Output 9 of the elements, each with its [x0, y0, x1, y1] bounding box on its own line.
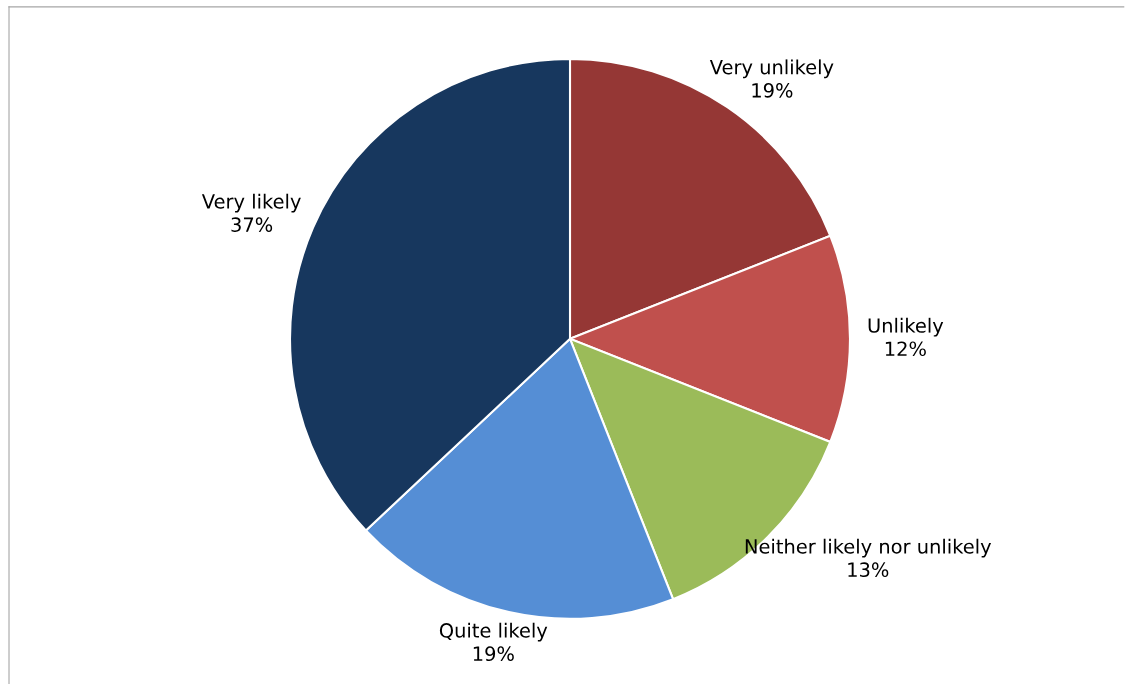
data-label: 19% — [473, 646, 514, 662]
slice-label: Very unlikely — [709, 59, 834, 79]
data-label: 13% — [848, 562, 889, 578]
data-label: 19% — [752, 82, 793, 98]
slice-label: Quite likely — [439, 622, 548, 642]
data-label: 12% — [885, 341, 926, 357]
slice-label: Unlikely — [868, 317, 944, 337]
slice-label: Very likely — [201, 193, 301, 213]
data-label: 37% — [231, 217, 273, 233]
